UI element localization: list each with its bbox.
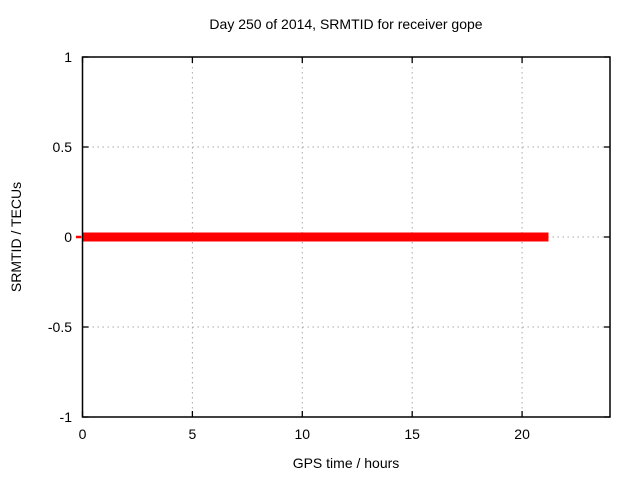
y-tick-label: 0 bbox=[64, 229, 72, 245]
x-tick-label: 10 bbox=[294, 426, 311, 442]
plot-border bbox=[81, 56, 611, 418]
y-tick-label: 0.5 bbox=[52, 139, 72, 155]
x-tick-label: 15 bbox=[404, 426, 420, 442]
series-overhang-dash bbox=[75, 235, 82, 239]
y-tick-label: -1 bbox=[59, 409, 72, 425]
y-tick-label: -0.5 bbox=[47, 319, 72, 335]
chart-title: Day 250 of 2014, SRMTID for receiver gop… bbox=[209, 16, 483, 32]
x-tick-label: 20 bbox=[514, 426, 530, 442]
x-tick-label: 5 bbox=[188, 426, 197, 442]
x-axis-label: GPS time / hours bbox=[292, 455, 400, 471]
y-tick-label: 1 bbox=[64, 49, 72, 65]
x-tick-label: 0 bbox=[78, 426, 87, 442]
